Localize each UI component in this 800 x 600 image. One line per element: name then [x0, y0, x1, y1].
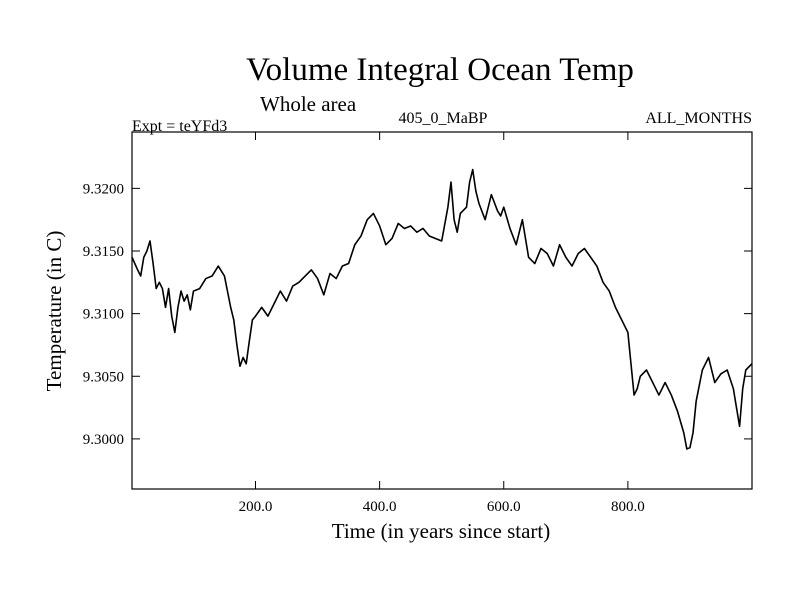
info-left: Expt = teYFd3 [132, 118, 227, 135]
x-tick-label: 400.0 [363, 499, 397, 515]
info-right: ALL_MONTHS [645, 110, 752, 127]
plot-area: 200.0 400.0 600.0 800.0 9.3000 9.3050 9.3100 9.… [83, 131, 753, 515]
info-center: 405_0_MaBP [399, 110, 488, 127]
y-axis-label: Temperature (in C) [42, 231, 66, 392]
x-tick-label: 800.0 [611, 499, 645, 515]
x-tick-label: 200.0 [239, 499, 273, 515]
y-tick-label: 9.3200 [83, 181, 124, 197]
chart-subtitle: Whole area [260, 92, 357, 116]
y-tick-label: 9.3050 [83, 369, 124, 385]
x-axis-label: Time (in years since start) [332, 519, 551, 543]
x-tick-label: 600.0 [487, 499, 521, 515]
y-tick-label: 9.3000 [83, 432, 124, 448]
plot-frame [131, 131, 753, 490]
chart-title: Volume Integral Ocean Temp [246, 52, 634, 88]
y-tick-label: 9.3100 [83, 307, 124, 323]
series-line [131, 168, 753, 450]
y-tick-label: 9.3150 [83, 244, 124, 260]
